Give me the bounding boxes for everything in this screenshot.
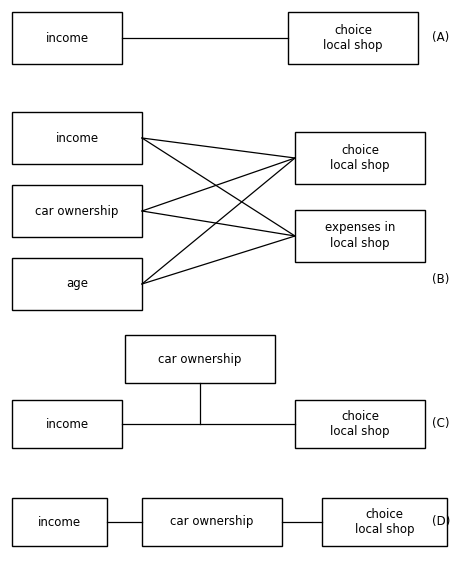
Text: choice
local shop: choice local shop [330, 409, 390, 439]
Text: income: income [46, 32, 89, 45]
Text: choice
local shop: choice local shop [355, 507, 414, 536]
Text: expenses in
local shop: expenses in local shop [325, 222, 395, 250]
Bar [12, 185, 142, 237]
Text: car ownership: car ownership [35, 205, 118, 218]
Text: choice
local shop: choice local shop [330, 143, 390, 172]
Bar [125, 335, 275, 383]
Text: income: income [38, 516, 81, 529]
Text: car ownership: car ownership [170, 516, 254, 529]
Bar [142, 498, 282, 546]
Bar [322, 498, 447, 546]
Bar [12, 400, 122, 448]
Bar [288, 12, 418, 64]
Bar [295, 210, 425, 262]
Text: car ownership: car ownership [158, 352, 242, 366]
Text: choice
local shop: choice local shop [323, 24, 383, 52]
Text: age: age [66, 278, 88, 290]
Text: (B): (B) [432, 273, 449, 286]
Text: income: income [55, 132, 99, 145]
Bar [12, 112, 142, 164]
Bar [12, 12, 122, 64]
Text: income: income [46, 417, 89, 430]
Bar [295, 132, 425, 184]
Bar [12, 498, 107, 546]
Text: (D): (D) [432, 516, 450, 529]
Bar [295, 400, 425, 448]
Text: (A): (A) [432, 32, 449, 45]
Bar [12, 258, 142, 310]
Text: (C): (C) [432, 417, 449, 430]
